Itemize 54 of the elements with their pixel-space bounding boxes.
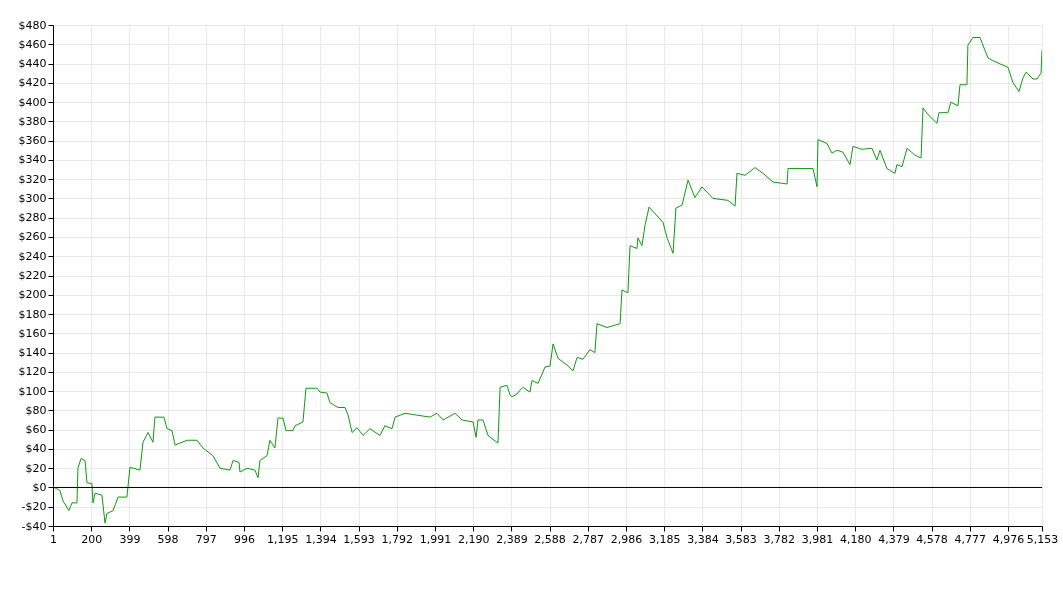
- x-tick-label: 4,180: [839, 532, 872, 546]
- x-tick-label: 1,195: [266, 532, 299, 546]
- y-tick-label: $240: [18, 249, 47, 263]
- y-tick-label: $20: [25, 461, 47, 475]
- x-tick-label: 1,792: [381, 532, 414, 546]
- x-tick-label: 996: [234, 532, 255, 546]
- y-tick-label: $0: [32, 480, 47, 494]
- x-tick-label: 200: [81, 532, 103, 546]
- y-tick-label: $160: [18, 326, 47, 340]
- y-tick-label: $260: [18, 230, 47, 244]
- x-tick-label: 4,379: [878, 532, 910, 546]
- y-tick-label: -$40: [21, 519, 47, 533]
- x-tick-label: 3,583: [725, 532, 757, 546]
- y-tick-label: $300: [18, 191, 47, 205]
- x-tick-label: 4,578: [916, 532, 948, 546]
- y-tick-label: -$20: [21, 500, 47, 514]
- y-tick-label: $440: [18, 57, 47, 71]
- x-tick-label: 1,394: [305, 532, 337, 546]
- y-tick-label: $380: [18, 114, 47, 128]
- x-tick-label: 3,981: [801, 532, 834, 546]
- x-tick-label: 2,588: [534, 532, 566, 546]
- y-tick-label: $100: [18, 384, 47, 398]
- x-tick-label: 598: [157, 532, 179, 546]
- y-tick-label: $200: [18, 288, 47, 302]
- y-tick-label: $220: [18, 269, 47, 282]
- y-tick-label: $320: [18, 172, 47, 186]
- x-tick-label: 4,976: [992, 532, 1025, 546]
- y-tick-label: $360: [18, 134, 47, 148]
- y-tick-label: $420: [18, 76, 47, 90]
- x-tick-label: 2,190: [457, 532, 490, 546]
- y-tick-label: $400: [18, 95, 47, 109]
- y-tick-label: $120: [18, 365, 47, 379]
- x-tick-label: 2,389: [496, 532, 528, 546]
- x-tick-label: 399: [119, 532, 141, 546]
- y-tick-label: $40: [25, 442, 47, 456]
- x-tick-label: 797: [195, 532, 217, 546]
- x-tick-label: 2,787: [572, 532, 605, 546]
- x-tick-label: 1,991: [419, 532, 452, 546]
- y-tick-label: $80: [25, 403, 47, 417]
- y-tick-label: $140: [18, 346, 47, 360]
- x-tick-label: 3,384: [687, 532, 719, 546]
- x-tick-label: 3,782: [763, 532, 796, 546]
- x-tick-label: 4,777: [954, 532, 987, 546]
- y-tick-label: $480: [18, 18, 47, 32]
- x-tick-label: 1: [50, 532, 57, 546]
- y-tick-label: $340: [18, 153, 47, 167]
- y-tick-label: $460: [18, 37, 47, 51]
- y-tick-label: $180: [18, 307, 47, 321]
- x-tick-label: 3,185: [648, 532, 681, 546]
- y-tick-label: $280: [18, 211, 47, 225]
- x-tick-label: 1,593: [343, 532, 375, 546]
- x-tick-label: 5,153: [1026, 532, 1059, 546]
- y-tick-label: $60: [25, 423, 47, 437]
- x-tick-label: 2,986: [610, 532, 643, 546]
